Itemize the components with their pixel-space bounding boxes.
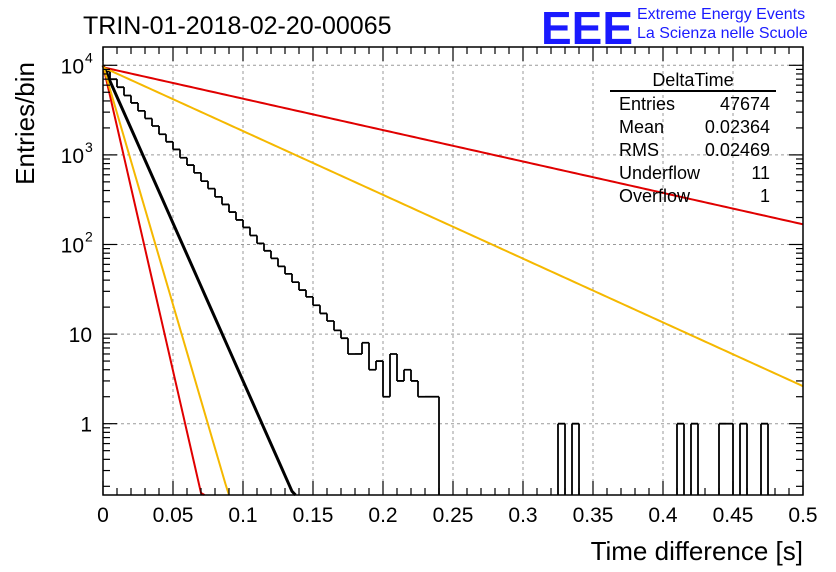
run-title: TRIN-01-2018-02-20-00065 <box>83 12 392 40</box>
stats-title: DeltaTime <box>652 70 733 90</box>
histogram-bin <box>333 320 341 332</box>
histogram-bin <box>284 266 292 275</box>
histogram-bin <box>368 342 376 371</box>
histogram-bin <box>403 368 411 381</box>
eee-logo-line1: Extreme Energy Events <box>637 6 805 23</box>
stats-label: Underflow <box>619 163 701 183</box>
histogram-bin <box>718 422 726 495</box>
histogram-bin <box>417 380 425 398</box>
stats-value: 1 <box>760 186 770 206</box>
histogram-bin <box>270 250 278 260</box>
stats-value: 11 <box>751 163 770 183</box>
histogram-bin <box>200 172 208 182</box>
eee-logo-line2: La Scienza nelle Scuole <box>637 25 808 42</box>
x-tick-label: 0 <box>97 504 109 527</box>
axes: 0 0.05 0.1 0.15 0.2 0.25 0.3 0.35 0.4 0.45 0.510 41… <box>61 46 818 527</box>
stats-label: Overflow <box>619 186 691 206</box>
x-tick-label: 0.35 <box>573 504 614 527</box>
histogram-bin <box>676 422 684 495</box>
y-tick-label-base: 10 <box>61 234 84 257</box>
histogram-bars <box>103 70 769 495</box>
histogram-bin <box>193 165 201 174</box>
histogram-bin <box>242 219 250 229</box>
y-tick-label-exp: 3 <box>85 139 93 155</box>
x-tick-label: 0.15 <box>293 504 334 527</box>
x-tick-label: 0.45 <box>713 504 754 527</box>
x-tick-label: 0.3 <box>508 504 537 527</box>
histogram-bin <box>186 157 194 166</box>
x-tick-label: 0.2 <box>368 504 397 527</box>
histogram-bin <box>739 422 747 495</box>
exp-curve <box>102 66 804 388</box>
histogram-bin <box>361 341 369 354</box>
histogram-bin <box>256 235 264 245</box>
stats-value: 0.02364 <box>705 117 770 137</box>
histogram-bin <box>291 273 299 284</box>
histogram-bin <box>151 118 159 127</box>
x-tick-label: 0.1 <box>228 504 257 527</box>
stats-label: RMS <box>619 140 659 160</box>
histogram-bin <box>389 353 397 397</box>
histogram-bin <box>116 79 124 89</box>
histogram-bin <box>228 204 236 213</box>
histogram-bin <box>382 361 390 398</box>
curves <box>101 64 804 497</box>
histogram-bin <box>144 110 152 120</box>
histogram-bin <box>214 188 222 198</box>
histogram-bin <box>298 282 306 291</box>
y-axis-label: Entries/bin <box>10 62 40 185</box>
histogram-bin <box>410 369 418 382</box>
eee-logo: EEE Extreme Energy Events La Scienza nel… <box>541 2 808 54</box>
histogram-bin <box>690 422 698 495</box>
stats-label: Mean <box>619 117 664 137</box>
histogram-bin <box>396 353 404 382</box>
y-tick-label-base: 10 <box>61 145 84 168</box>
histogram-bin <box>130 95 138 104</box>
histogram-bin <box>347 338 355 355</box>
histogram-bin <box>760 422 768 495</box>
histogram-bin <box>277 258 285 268</box>
exp-curve <box>102 66 804 226</box>
histogram-bin <box>221 196 229 206</box>
histogram-bin <box>207 181 215 190</box>
histogram-bin <box>123 87 131 97</box>
x-axis-label: Time difference [s] <box>591 536 803 566</box>
histogram-bin <box>557 422 565 495</box>
histogram-bin <box>249 227 257 237</box>
histogram-bin <box>326 313 334 322</box>
exp-curve <box>102 65 230 496</box>
y-tick-label-exp: 2 <box>85 228 93 244</box>
histogram-bin <box>319 305 327 315</box>
histogram-bin <box>179 149 187 159</box>
stats-box: DeltaTime Entries 47674 Mean 0.02364 RMS 0.02… <box>610 70 776 206</box>
histogram-bin <box>165 134 173 143</box>
histogram-bin <box>235 212 243 221</box>
histogram-bin <box>305 290 313 298</box>
histogram-bin <box>375 360 383 370</box>
histogram-bin <box>158 126 166 136</box>
x-tick-label: 0.4 <box>648 504 678 527</box>
histogram-bin <box>263 243 271 252</box>
stats-value: 0.02469 <box>705 140 770 160</box>
x-tick-label: 0.25 <box>433 504 474 527</box>
stats-value: 47674 <box>720 94 770 114</box>
histogram-bin <box>137 102 145 112</box>
histogram-bin <box>571 422 579 495</box>
fit-curve <box>101 64 297 497</box>
x-tick-label: 0.05 <box>153 504 194 527</box>
eee-logo-letters: EEE <box>541 2 633 54</box>
y-tick-label-exp: 4 <box>85 49 93 65</box>
y-tick-label: 10 <box>69 324 92 347</box>
x-tick-label: 0.5 <box>788 504 817 527</box>
y-tick-label: 1 <box>80 414 92 437</box>
y-tick-label-base: 10 <box>61 55 84 78</box>
stats-label: Entries <box>619 94 675 114</box>
histogram-bin <box>340 330 348 340</box>
exp-curve <box>102 65 206 496</box>
histogram-bin <box>172 141 180 151</box>
histogram-bin <box>312 296 320 307</box>
